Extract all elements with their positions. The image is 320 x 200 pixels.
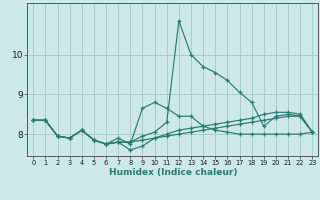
X-axis label: Humidex (Indice chaleur): Humidex (Indice chaleur) [108,168,237,177]
